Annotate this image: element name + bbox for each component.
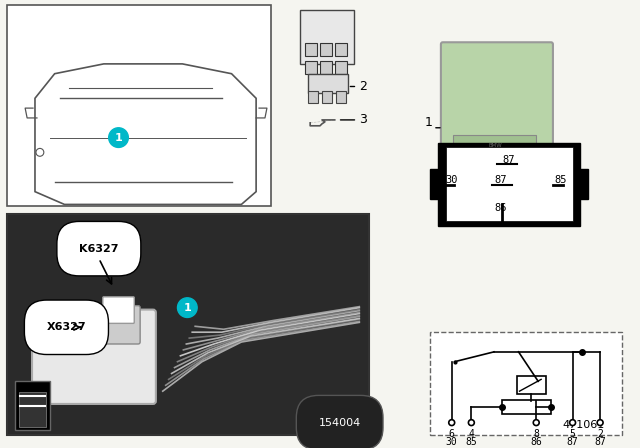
Bar: [336, 91, 346, 103]
Bar: [532, 172, 540, 187]
Text: 1: 1: [184, 303, 191, 313]
Circle shape: [570, 420, 575, 426]
Text: 3: 3: [359, 113, 367, 126]
FancyBboxPatch shape: [32, 310, 156, 404]
Circle shape: [449, 420, 454, 426]
Bar: [458, 153, 465, 165]
Bar: [322, 91, 332, 103]
Text: BMW: BMW: [488, 143, 502, 148]
Text: 5: 5: [570, 430, 575, 439]
Circle shape: [109, 128, 129, 147]
Text: 154004: 154004: [319, 418, 361, 428]
Circle shape: [597, 420, 603, 426]
Text: 4: 4: [468, 430, 474, 439]
Text: 1: 1: [424, 116, 432, 129]
Text: X6327: X6327: [47, 322, 86, 332]
Bar: [308, 91, 318, 103]
Text: 2: 2: [597, 430, 603, 439]
Bar: [15, 381, 50, 431]
Text: 1: 1: [115, 133, 122, 142]
Circle shape: [468, 420, 474, 426]
Bar: [8, 5, 271, 207]
Bar: [430, 332, 621, 435]
Text: K6327: K6327: [79, 244, 118, 254]
Bar: [516, 376, 546, 394]
Text: 6: 6: [449, 430, 454, 439]
Text: 30: 30: [446, 175, 458, 185]
Text: 8: 8: [533, 430, 539, 439]
FancyBboxPatch shape: [103, 297, 134, 323]
FancyBboxPatch shape: [82, 306, 140, 344]
Text: 471061: 471061: [563, 421, 605, 431]
Bar: [305, 61, 317, 74]
Text: 87: 87: [566, 437, 579, 448]
Bar: [305, 43, 317, 56]
Text: 2: 2: [359, 80, 367, 93]
PathPatch shape: [35, 64, 256, 204]
Text: 87: 87: [502, 155, 515, 165]
Text: 86: 86: [495, 203, 507, 213]
Bar: [452, 135, 536, 152]
Text: 87: 87: [594, 437, 606, 448]
Bar: [19, 392, 46, 426]
Bar: [335, 43, 346, 56]
Bar: [532, 152, 540, 167]
Bar: [430, 169, 438, 198]
Bar: [320, 43, 332, 56]
Bar: [446, 147, 573, 221]
Bar: [308, 74, 348, 93]
Bar: [518, 167, 525, 182]
Bar: [438, 142, 580, 226]
Text: 86: 86: [531, 437, 542, 448]
Bar: [300, 10, 355, 64]
Bar: [335, 61, 346, 74]
Text: 85: 85: [465, 437, 477, 448]
Circle shape: [533, 420, 539, 426]
Bar: [547, 167, 555, 182]
Bar: [8, 214, 369, 435]
Text: 85: 85: [554, 175, 567, 185]
Text: 30: 30: [446, 437, 458, 448]
Bar: [502, 400, 551, 414]
Circle shape: [177, 298, 197, 318]
Bar: [320, 61, 332, 74]
Text: 87: 87: [495, 175, 507, 185]
Bar: [580, 169, 588, 198]
FancyBboxPatch shape: [441, 42, 553, 149]
